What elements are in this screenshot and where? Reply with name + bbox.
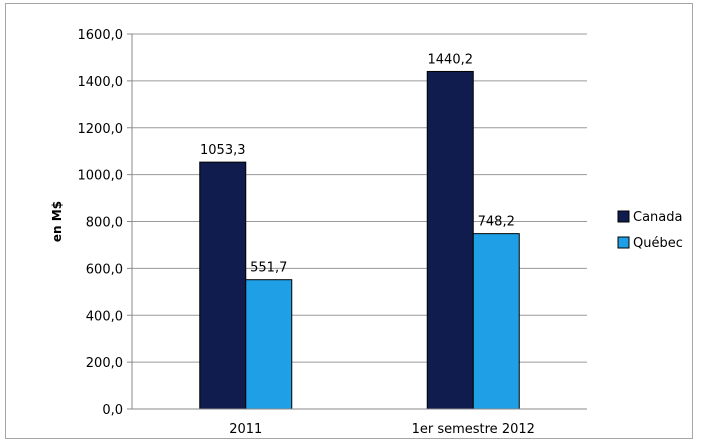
legend-label: Québec xyxy=(633,236,683,251)
x-axis-categories: 2011 1er semestre 2012 xyxy=(229,422,535,437)
bar-canada-0 xyxy=(199,161,247,410)
y-tick-label: 600,0 xyxy=(86,262,123,277)
x-category-label: 2011 xyxy=(229,422,262,437)
y-tick-label: 1400,0 xyxy=(78,75,124,90)
y-axis-title: en M$ xyxy=(50,201,64,242)
y-tick-label: 0,0 xyxy=(102,403,123,418)
bar-québec-0 xyxy=(245,279,293,410)
y-tick-label: 400,0 xyxy=(86,309,123,324)
legend-label: Canada xyxy=(633,210,682,225)
data-label: 748,2 xyxy=(478,215,515,230)
y-tick-label: 1200,0 xyxy=(78,122,124,137)
bar-québec-1 xyxy=(472,233,520,410)
data-label: 551,7 xyxy=(250,261,287,276)
bar-chart: 0,0 200,0 400,0 600,0 800,0 1000,0 1200,0 1400,… xyxy=(50,28,683,437)
data-labels: 1053,3 551,7 1440,2 748,2 xyxy=(200,52,515,275)
data-label: 1440,2 xyxy=(428,52,474,67)
y-tick-label: 1000,0 xyxy=(78,169,124,184)
chart-frame: 0,0 200,0 400,0 600,0 800,0 1000,0 1200,0 1400,… xyxy=(5,3,693,439)
bars xyxy=(199,70,520,410)
data-label: 1053,3 xyxy=(200,143,246,158)
legend-swatch-canada xyxy=(617,210,630,223)
legend-swatch-québec xyxy=(617,236,630,249)
legend: Canada Québec xyxy=(617,210,683,251)
x-category-label: 1er semestre 2012 xyxy=(412,422,535,437)
bar-canada-1 xyxy=(426,70,474,410)
y-axis-ticks: 0,0 200,0 400,0 600,0 800,0 1000,0 1200,0 1400,… xyxy=(78,28,132,418)
y-tick-label: 200,0 xyxy=(86,356,123,371)
y-tick-label: 800,0 xyxy=(86,216,123,231)
y-tick-label: 1600,0 xyxy=(78,28,124,43)
